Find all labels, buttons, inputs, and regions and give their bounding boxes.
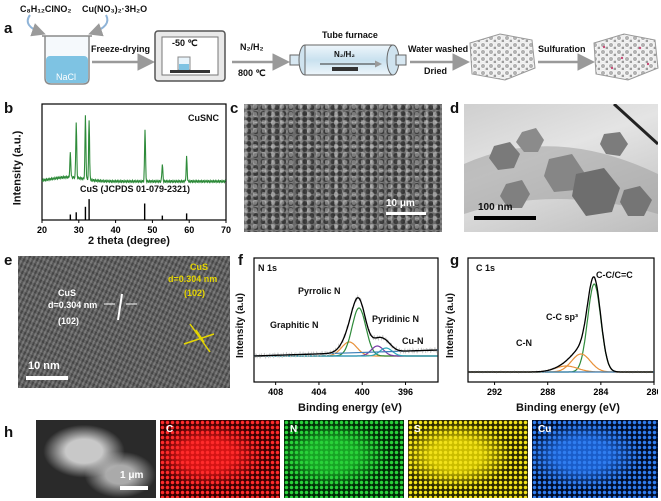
furnace-title: Tube furnace (322, 30, 378, 40)
x-tick-label: 280 (646, 387, 658, 397)
x-tick-label: 20 (37, 225, 47, 235)
arrow-curve-2 (88, 14, 109, 37)
peak-label-cc-cc: C-C/C=C (596, 270, 633, 280)
sem-scale-bar (386, 212, 426, 215)
x-tick-label: 408 (268, 387, 283, 397)
peak-label-cu-n: Cu-N (402, 336, 424, 346)
x-tick-label: 50 (147, 225, 157, 235)
eds-map-n: N (284, 420, 404, 498)
xps-n1s-chart: 408 404 400 396 (253, 257, 439, 397)
xps-n-title: N 1s (258, 263, 278, 273)
x-tick-label: 396 (398, 387, 413, 397)
x-tick-label: 70 (221, 225, 231, 235)
sem-scale-label: 10 μm (386, 198, 415, 209)
temp-label: 800 ℃ (238, 68, 266, 78)
reference-sticks (69, 199, 188, 220)
xrd-x-ticks: 20 30 40 50 60 70 (37, 220, 231, 235)
xps-c1s-chart: 292 288 284 280 (467, 257, 658, 397)
xrd-reference-label: CuS (JCPDS 01-079-2321) (80, 184, 191, 194)
hrtem-image: CuS d=0.304 nm (102) CuS d=0.304 nm (102… (18, 256, 230, 388)
hrtem-label-2: CuS (190, 262, 208, 272)
panel-letter-d: d (450, 100, 460, 117)
x-tick-label: 404 (311, 387, 326, 397)
panel-letter-h: h (4, 424, 14, 441)
xrd-chart: 20 30 40 50 60 70 (37, 103, 231, 235)
tube-furnace-icon (289, 44, 407, 76)
step-freeze-drying: Freeze-drying (91, 44, 151, 54)
eds-map-cu: Cu (532, 420, 658, 498)
x-tick-label: 400 (355, 387, 370, 397)
xrd-series-line (41, 115, 227, 185)
envelope-line (254, 297, 438, 357)
x-tick-label: 40 (111, 225, 121, 235)
step-water-washed: Water washed (408, 44, 469, 54)
x-tick-label: 288 (540, 387, 555, 397)
panel-letter-a: a (4, 20, 13, 37)
gas-label: N₂/H₂ (240, 42, 264, 52)
x-tick-label: 30 (74, 225, 84, 235)
panel-letter-g: g (450, 252, 460, 269)
xps-n-x-label: Binding energy (eV) (298, 402, 402, 414)
xrd-x-label: 2 theta (degree) (88, 235, 170, 247)
hrtem-markers (104, 293, 215, 353)
eds-map-n-label: N (290, 424, 298, 435)
xps-c-title: C 1s (476, 263, 496, 273)
hrtem-hkl-1: (102) (58, 316, 80, 326)
raw-data-line (467, 276, 654, 374)
peak-label-c-n: C-N (516, 338, 532, 348)
xrd-sample-label: CuSNC (188, 113, 219, 123)
peak-label-cc-sp3: C-C sp³ (546, 312, 578, 322)
synthesis-scheme (26, 14, 659, 85)
fit-component (254, 347, 438, 357)
fit-component (468, 353, 654, 373)
tem-particles (464, 104, 658, 216)
porous-cus-icon (593, 33, 659, 81)
eds-scale-label: 1 μm (120, 470, 144, 481)
tem-image: 100 nm (464, 104, 658, 232)
x-tick-label: 60 (184, 225, 194, 235)
envelope-line (468, 276, 654, 373)
xps-n-y-label: Intensity (a.u) (235, 292, 247, 359)
step-sulfuration: Sulfuration (538, 44, 586, 54)
eds-sem-image: 1 μm (36, 420, 156, 498)
hrtem-d-spacing-1: d=0.304 nm (48, 300, 98, 310)
hrtem-scale-label: 10 nm (28, 360, 60, 372)
hrtem-d-spacing-2: d=0.304 nm (168, 274, 218, 284)
hrtem-hkl-2: (102) (184, 288, 206, 298)
fit-component (468, 283, 654, 373)
sem-image: 10 μm (244, 104, 442, 232)
peak-label-pyrrolic: Pyrrolic N (298, 286, 341, 296)
hrtem-label-1: CuS (58, 288, 76, 298)
xps-c-x-label: Binding energy (eV) (516, 402, 620, 414)
peak-label-pyridinic: Pyridinic N (372, 314, 420, 324)
chem-formula-2: Cu(NO₃)₂·3H₂O (82, 4, 148, 14)
panel-letter-e: e (4, 252, 13, 269)
beaker-label: NaCl (56, 72, 77, 82)
tem-scale-label: 100 nm (478, 202, 513, 213)
eds-map-s-label: S (414, 424, 421, 435)
xrd-y-label: Intensity (a.u.) (11, 130, 24, 206)
x-tick-label: 292 (487, 387, 502, 397)
porous-carbon-icon (469, 33, 536, 81)
peak-label-graphitic: Graphitic N (270, 320, 319, 330)
x-tick-label: 284 (593, 387, 608, 397)
beaker-icon (42, 35, 92, 85)
eds-map-c-label: C (166, 424, 174, 435)
panel-letter-b: b (4, 100, 14, 117)
eds-map-s: S (408, 420, 528, 498)
tem-scale-bar (474, 216, 536, 220)
panel-letter-f: f (238, 252, 243, 269)
panel-letter-c: c (230, 100, 239, 117)
freezer-icon (154, 30, 226, 82)
step-dried: Dried (424, 66, 448, 76)
xps-c-y-label: Intensity (a.u) (445, 292, 457, 359)
eds-map-cu-label: Cu (538, 424, 552, 435)
freezer-temp: -50 ℃ (172, 38, 198, 48)
chem-formula-1: C₈H₁₂ClNO₂ (20, 4, 72, 14)
eds-map-c: C (160, 420, 280, 498)
hrtem-scale-bar (26, 376, 68, 380)
furnace-gas: N₂/H₂ (334, 50, 355, 59)
eds-scale-bar (120, 486, 148, 490)
arrow-curve-1 (26, 14, 46, 37)
